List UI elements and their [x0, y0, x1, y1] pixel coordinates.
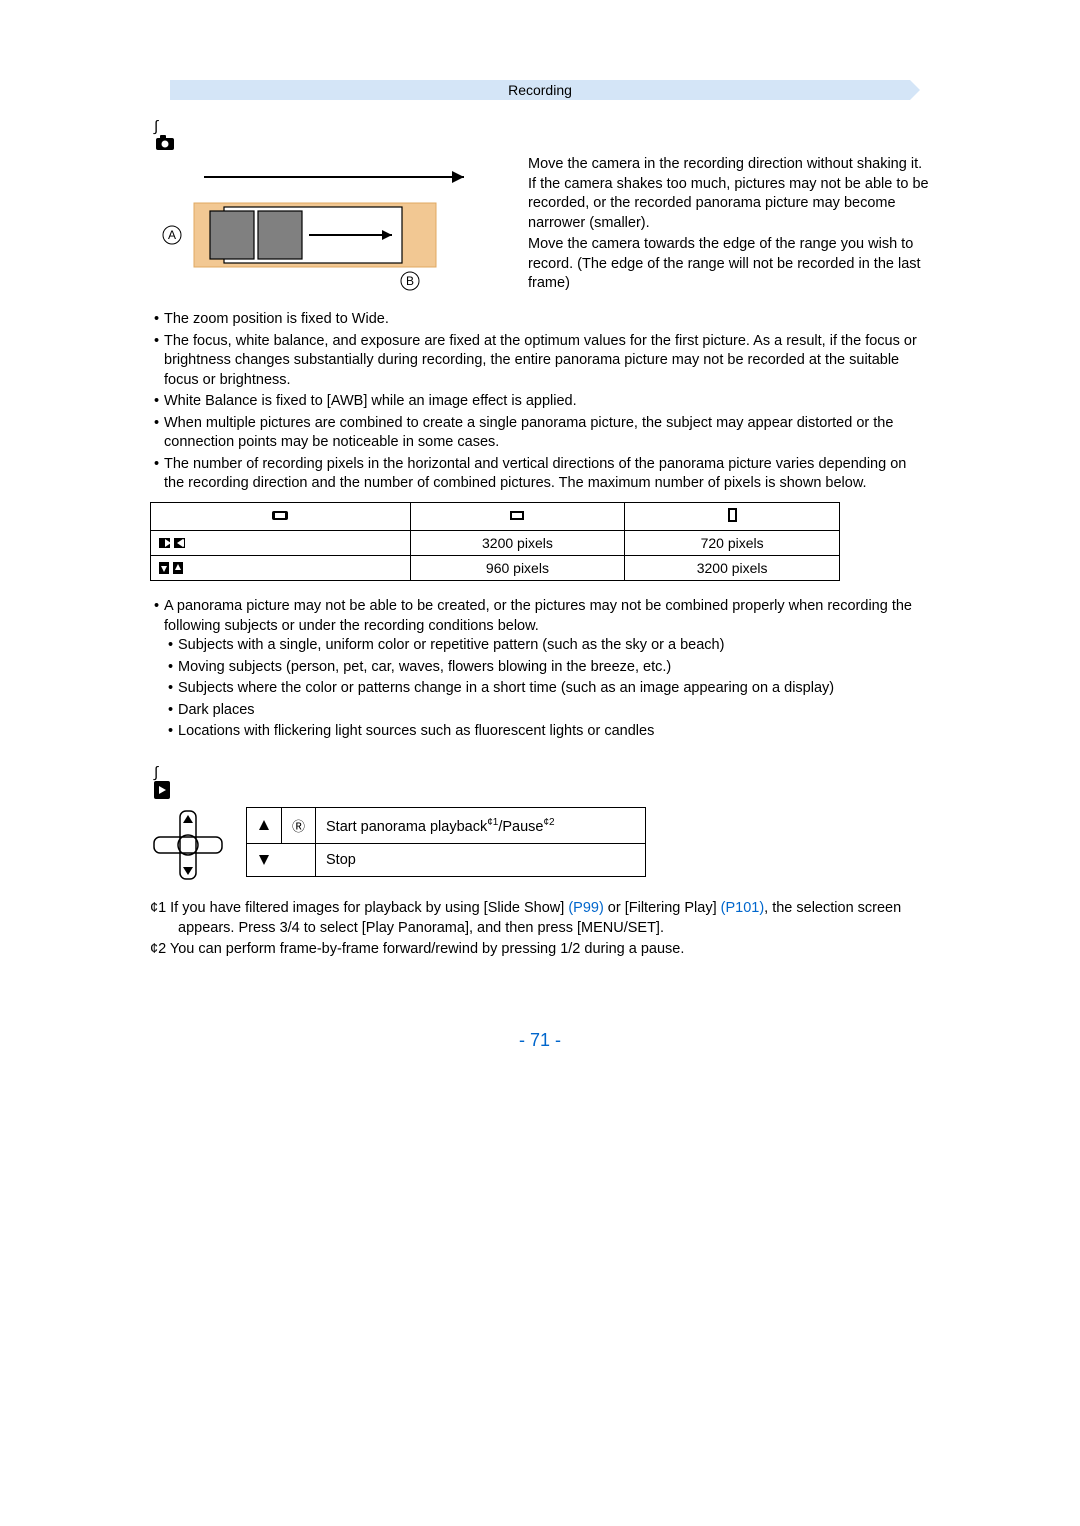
header-horizontal: [509, 508, 525, 522]
arrow-down-up-icon: [159, 561, 185, 575]
note-intro: A panorama picture may not be able to be…: [164, 598, 912, 634]
key-up: [247, 807, 282, 843]
control-table: Ⓡ Start panorama playback¢1/Pause¢2 Stop: [246, 807, 646, 877]
play-pause-label: Start panorama playback¢1/Pause¢2: [316, 807, 646, 843]
label-part: /Pause: [498, 818, 543, 834]
diagram-svg: A B: [154, 163, 504, 293]
note-item: When multiple pictures are combined to c…: [154, 414, 930, 453]
horizontal-icon: [509, 508, 525, 522]
camera-icon: [154, 135, 930, 151]
sub-note: Locations with flickering light sources …: [168, 722, 930, 742]
note-item: A panorama picture may not be able to be…: [154, 597, 930, 742]
label-part: Start panorama playback: [326, 818, 487, 834]
playback-section: ∫ Ⓡ: [150, 764, 930, 960]
svg-text:A: A: [168, 228, 176, 242]
fn-text: ¢1 If you have filtered images for playb…: [150, 900, 568, 916]
key-down: [247, 843, 316, 876]
sup: ¢1: [487, 817, 498, 828]
sup: ¢2: [544, 817, 555, 828]
stop-label: Stop: [316, 843, 646, 876]
table-row: 960 pixels 3200 pixels: [151, 556, 840, 581]
playback-row: Ⓡ Start panorama playback¢1/Pause¢2 Stop: [150, 807, 930, 883]
key-circle-r: Ⓡ: [282, 807, 316, 843]
note-item: The focus, white balance, and exposure a…: [154, 332, 930, 391]
sub-note: Subjects with a single, uniform color or…: [168, 636, 930, 656]
dpad-icon: [150, 807, 230, 883]
playback-icon: [154, 781, 930, 799]
svg-text:B: B: [406, 274, 414, 288]
instruction-para-2: Move the camera towards the edge of the …: [528, 235, 930, 294]
link-p99[interactable]: (P99): [568, 900, 603, 916]
link-p101[interactable]: (P101): [721, 900, 765, 916]
notes-top: The zoom position is fixed to Wide. The …: [150, 310, 930, 494]
table-header-row: [151, 503, 840, 531]
down-triangle-icon: [257, 853, 271, 867]
pixel-table: 3200 pixels 720 pixels 960 pixels 3200 p…: [150, 502, 840, 581]
footnotes: ¢1 If you have filtered images for playb…: [150, 899, 930, 960]
header-vertical: [725, 507, 739, 523]
vertical-icon: [725, 507, 739, 523]
playback-heading: ∫: [154, 764, 930, 799]
header-recording-direction: [271, 508, 289, 522]
up-triangle-icon: [257, 818, 271, 832]
page: Recording ∫ A: [150, 0, 930, 1091]
cell-vres: 720 pixels: [625, 531, 840, 556]
table-row: 3200 pixels 720 pixels: [151, 531, 840, 556]
section-header: Recording: [170, 80, 910, 100]
instruction-column: Move the camera in the recording directi…: [528, 155, 930, 294]
page-number: - 71 -: [150, 1030, 930, 1051]
technique-row: A B Move the camera in the: [150, 155, 930, 294]
panorama-icon: [271, 508, 289, 522]
table-row: Stop: [247, 843, 646, 876]
sub-note: Dark places: [168, 701, 930, 721]
cell-hres: 960 pixels: [410, 556, 625, 581]
cell-hres: 3200 pixels: [410, 531, 625, 556]
square-bullet-icon: ∫: [154, 764, 158, 781]
arrow-right-left-icon: [159, 536, 185, 550]
square-bullet-icon: ∫: [154, 118, 158, 135]
footnote-2: ¢2 You can perform frame-by-frame forwar…: [150, 940, 930, 960]
sub-note: Moving subjects (person, pet, car, waves…: [168, 658, 930, 678]
panorama-diagram: A B: [154, 163, 510, 293]
section-header-text: Recording: [508, 82, 572, 98]
note-item: The number of recording pixels in the ho…: [154, 455, 930, 494]
notes-mid: A panorama picture may not be able to be…: [150, 597, 930, 742]
instruction-para-1: Move the camera in the recording directi…: [528, 155, 930, 233]
sub-note: Subjects where the color or patterns cha…: [168, 679, 930, 699]
note-item: The zoom position is fixed to Wide.: [154, 310, 930, 330]
cell-vres: 3200 pixels: [625, 556, 840, 581]
table-row: Ⓡ Start panorama playback¢1/Pause¢2: [247, 807, 646, 843]
fn-text: or [Filtering Play]: [604, 900, 721, 916]
note-item: White Balance is fixed to [AWB] while an…: [154, 392, 930, 412]
diagram-column: A B: [150, 155, 510, 293]
technique-heading: ∫: [154, 118, 930, 151]
fn-text: 3/4 to select [Play Panorama], and then …: [280, 920, 664, 936]
footnote-1: ¢1 If you have filtered images for playb…: [150, 899, 930, 938]
